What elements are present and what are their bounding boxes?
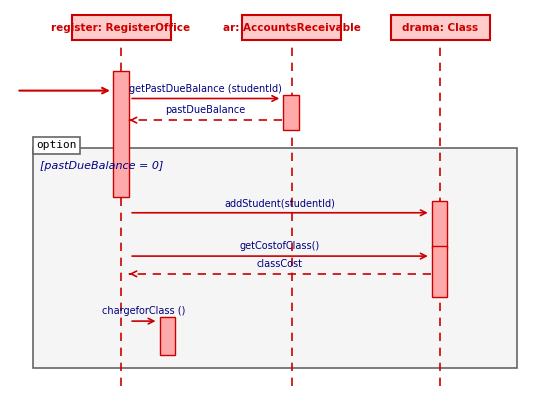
FancyBboxPatch shape [33, 137, 80, 154]
Text: option: option [36, 140, 76, 151]
FancyBboxPatch shape [160, 317, 175, 355]
Text: [pastDueBalance = 0]: [pastDueBalance = 0] [40, 161, 163, 171]
Text: chargeforClass (): chargeforClass () [102, 307, 185, 316]
Text: getCostofClass(): getCostofClass() [240, 242, 320, 251]
Text: getPastDueBalance (studentId): getPastDueBalance (studentId) [129, 84, 282, 94]
FancyBboxPatch shape [242, 15, 341, 41]
Text: addStudent(studentId): addStudent(studentId) [224, 198, 336, 208]
FancyBboxPatch shape [283, 95, 299, 130]
Text: ar: AccountsReceivable: ar: AccountsReceivable [223, 22, 360, 33]
FancyBboxPatch shape [113, 71, 129, 197]
Text: drama: Class: drama: Class [402, 22, 478, 33]
FancyBboxPatch shape [432, 246, 447, 297]
FancyBboxPatch shape [72, 15, 170, 41]
FancyBboxPatch shape [432, 201, 447, 248]
Text: classCost: classCost [257, 259, 303, 269]
FancyBboxPatch shape [390, 15, 490, 41]
Text: register: RegisterOffice: register: RegisterOffice [52, 22, 190, 33]
Text: pastDueBalance: pastDueBalance [166, 106, 246, 115]
FancyBboxPatch shape [33, 148, 517, 368]
